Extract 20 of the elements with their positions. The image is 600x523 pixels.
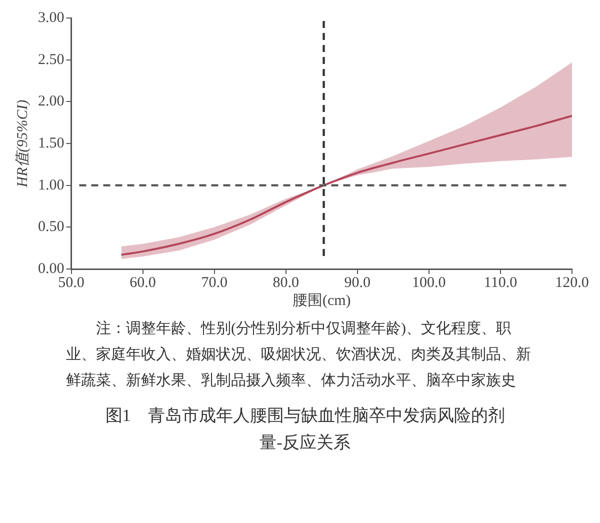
line-series xyxy=(120,114,572,256)
text: 图1 青岛市成年人腰围与缺血性脑卒中发病风险的剂量-反应关系 xyxy=(104,405,506,454)
x-tick-label: 50.0 xyxy=(58,274,84,291)
y-axis-title: HR值(95%CI) xyxy=(14,100,31,188)
text: 注：调整年龄、性别(分性别分析中仅调整年龄)、文化程度、职业、家庭年收入、婚姻状况、吸烟状况、饮酒状况、肉类及其制品、新鲜蔬菜、新鲜水果、乳制品摄入频率、体力活动水平、脑卒中家族史 xyxy=(66,319,532,391)
x-tick-label: 120.0 xyxy=(555,274,589,291)
x-axis-title: 腰围(cm) xyxy=(292,292,351,309)
y-tick-label: 1.50 xyxy=(38,135,64,152)
x-tick-label: 60.0 xyxy=(130,274,156,291)
y-tick-label: 3.00 xyxy=(38,10,64,26)
x-tick-label: 110.0 xyxy=(484,274,518,291)
y-tick-label: 0.00 xyxy=(38,260,64,277)
x-tick-label: 70.0 xyxy=(201,274,228,291)
x-tick-label: 100.0 xyxy=(412,274,446,291)
y-tick-label: 2.50 xyxy=(38,52,64,68)
y-tick-label: 1.00 xyxy=(38,177,64,194)
y-tick-label: 0.50 xyxy=(38,219,64,236)
y-tick-label: 2.00 xyxy=(38,94,64,110)
x-tick-label: 80.0 xyxy=(272,274,299,291)
x-tick-label: 90.0 xyxy=(344,274,371,291)
